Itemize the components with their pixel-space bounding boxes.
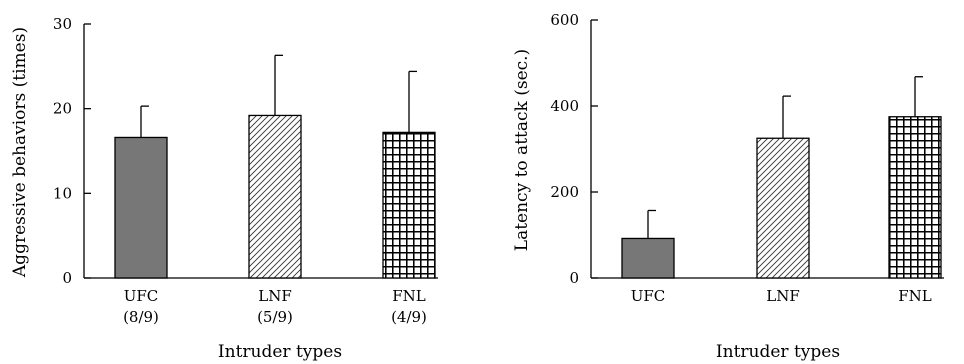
y-tick-label: 10 bbox=[53, 184, 72, 202]
y-tick-label: 400 bbox=[550, 97, 579, 115]
x-axis-title: Intruder types bbox=[218, 342, 342, 362]
category-sublabel-lnf: (5/9) bbox=[257, 308, 293, 326]
category-sublabel-fnl: (4/9) bbox=[391, 308, 427, 326]
category-label-lnf: LNF bbox=[766, 287, 800, 305]
category-labels: UFC LNF FNL bbox=[631, 287, 932, 305]
bar-ufc bbox=[114, 136, 168, 279]
bars bbox=[621, 76, 942, 279]
category-sublabel-ufc: (8/9) bbox=[123, 308, 159, 326]
bar-fnl bbox=[382, 131, 436, 279]
x-axis-title: Intruder types bbox=[716, 342, 840, 362]
y-tick-label: 20 bbox=[53, 100, 72, 118]
bar-ufc bbox=[621, 237, 675, 279]
bar-fnl bbox=[888, 116, 942, 279]
y-axis-title: Latency to attack (sec.) bbox=[512, 49, 532, 251]
y-tick-label: 30 bbox=[53, 15, 72, 33]
y-ticks: 0 200 400 600 bbox=[550, 11, 916, 287]
category-label-lnf: LNF bbox=[258, 287, 292, 305]
y-tick-label: 600 bbox=[550, 11, 579, 29]
chart-aggressive-behaviors: 0 10 20 30 UFC (8/9) LNF (5/9) FNL (4/9) Intrude… bbox=[10, 15, 438, 362]
category-label-fnl: FNL bbox=[898, 287, 932, 305]
y-ticks: 0 10 20 30 bbox=[53, 15, 410, 287]
bars bbox=[114, 54, 436, 279]
chart-latency-to-attack: 0 200 400 600 UFC LNF FNL Intruder types Late… bbox=[512, 11, 944, 362]
y-tick-label: 0 bbox=[62, 269, 72, 287]
category-label-ufc: UFC bbox=[124, 287, 159, 305]
bar-lnf bbox=[756, 137, 810, 279]
y-axis-title: Aggressive behaviors (times) bbox=[10, 27, 30, 278]
category-label-fnl: FNL bbox=[392, 287, 426, 305]
category-labels: UFC (8/9) LNF (5/9) FNL (4/9) bbox=[123, 287, 427, 326]
bar-lnf bbox=[248, 114, 302, 279]
category-label-ufc: UFC bbox=[631, 287, 666, 305]
y-tick-label: 200 bbox=[550, 183, 579, 201]
y-tick-label: 0 bbox=[569, 269, 579, 287]
